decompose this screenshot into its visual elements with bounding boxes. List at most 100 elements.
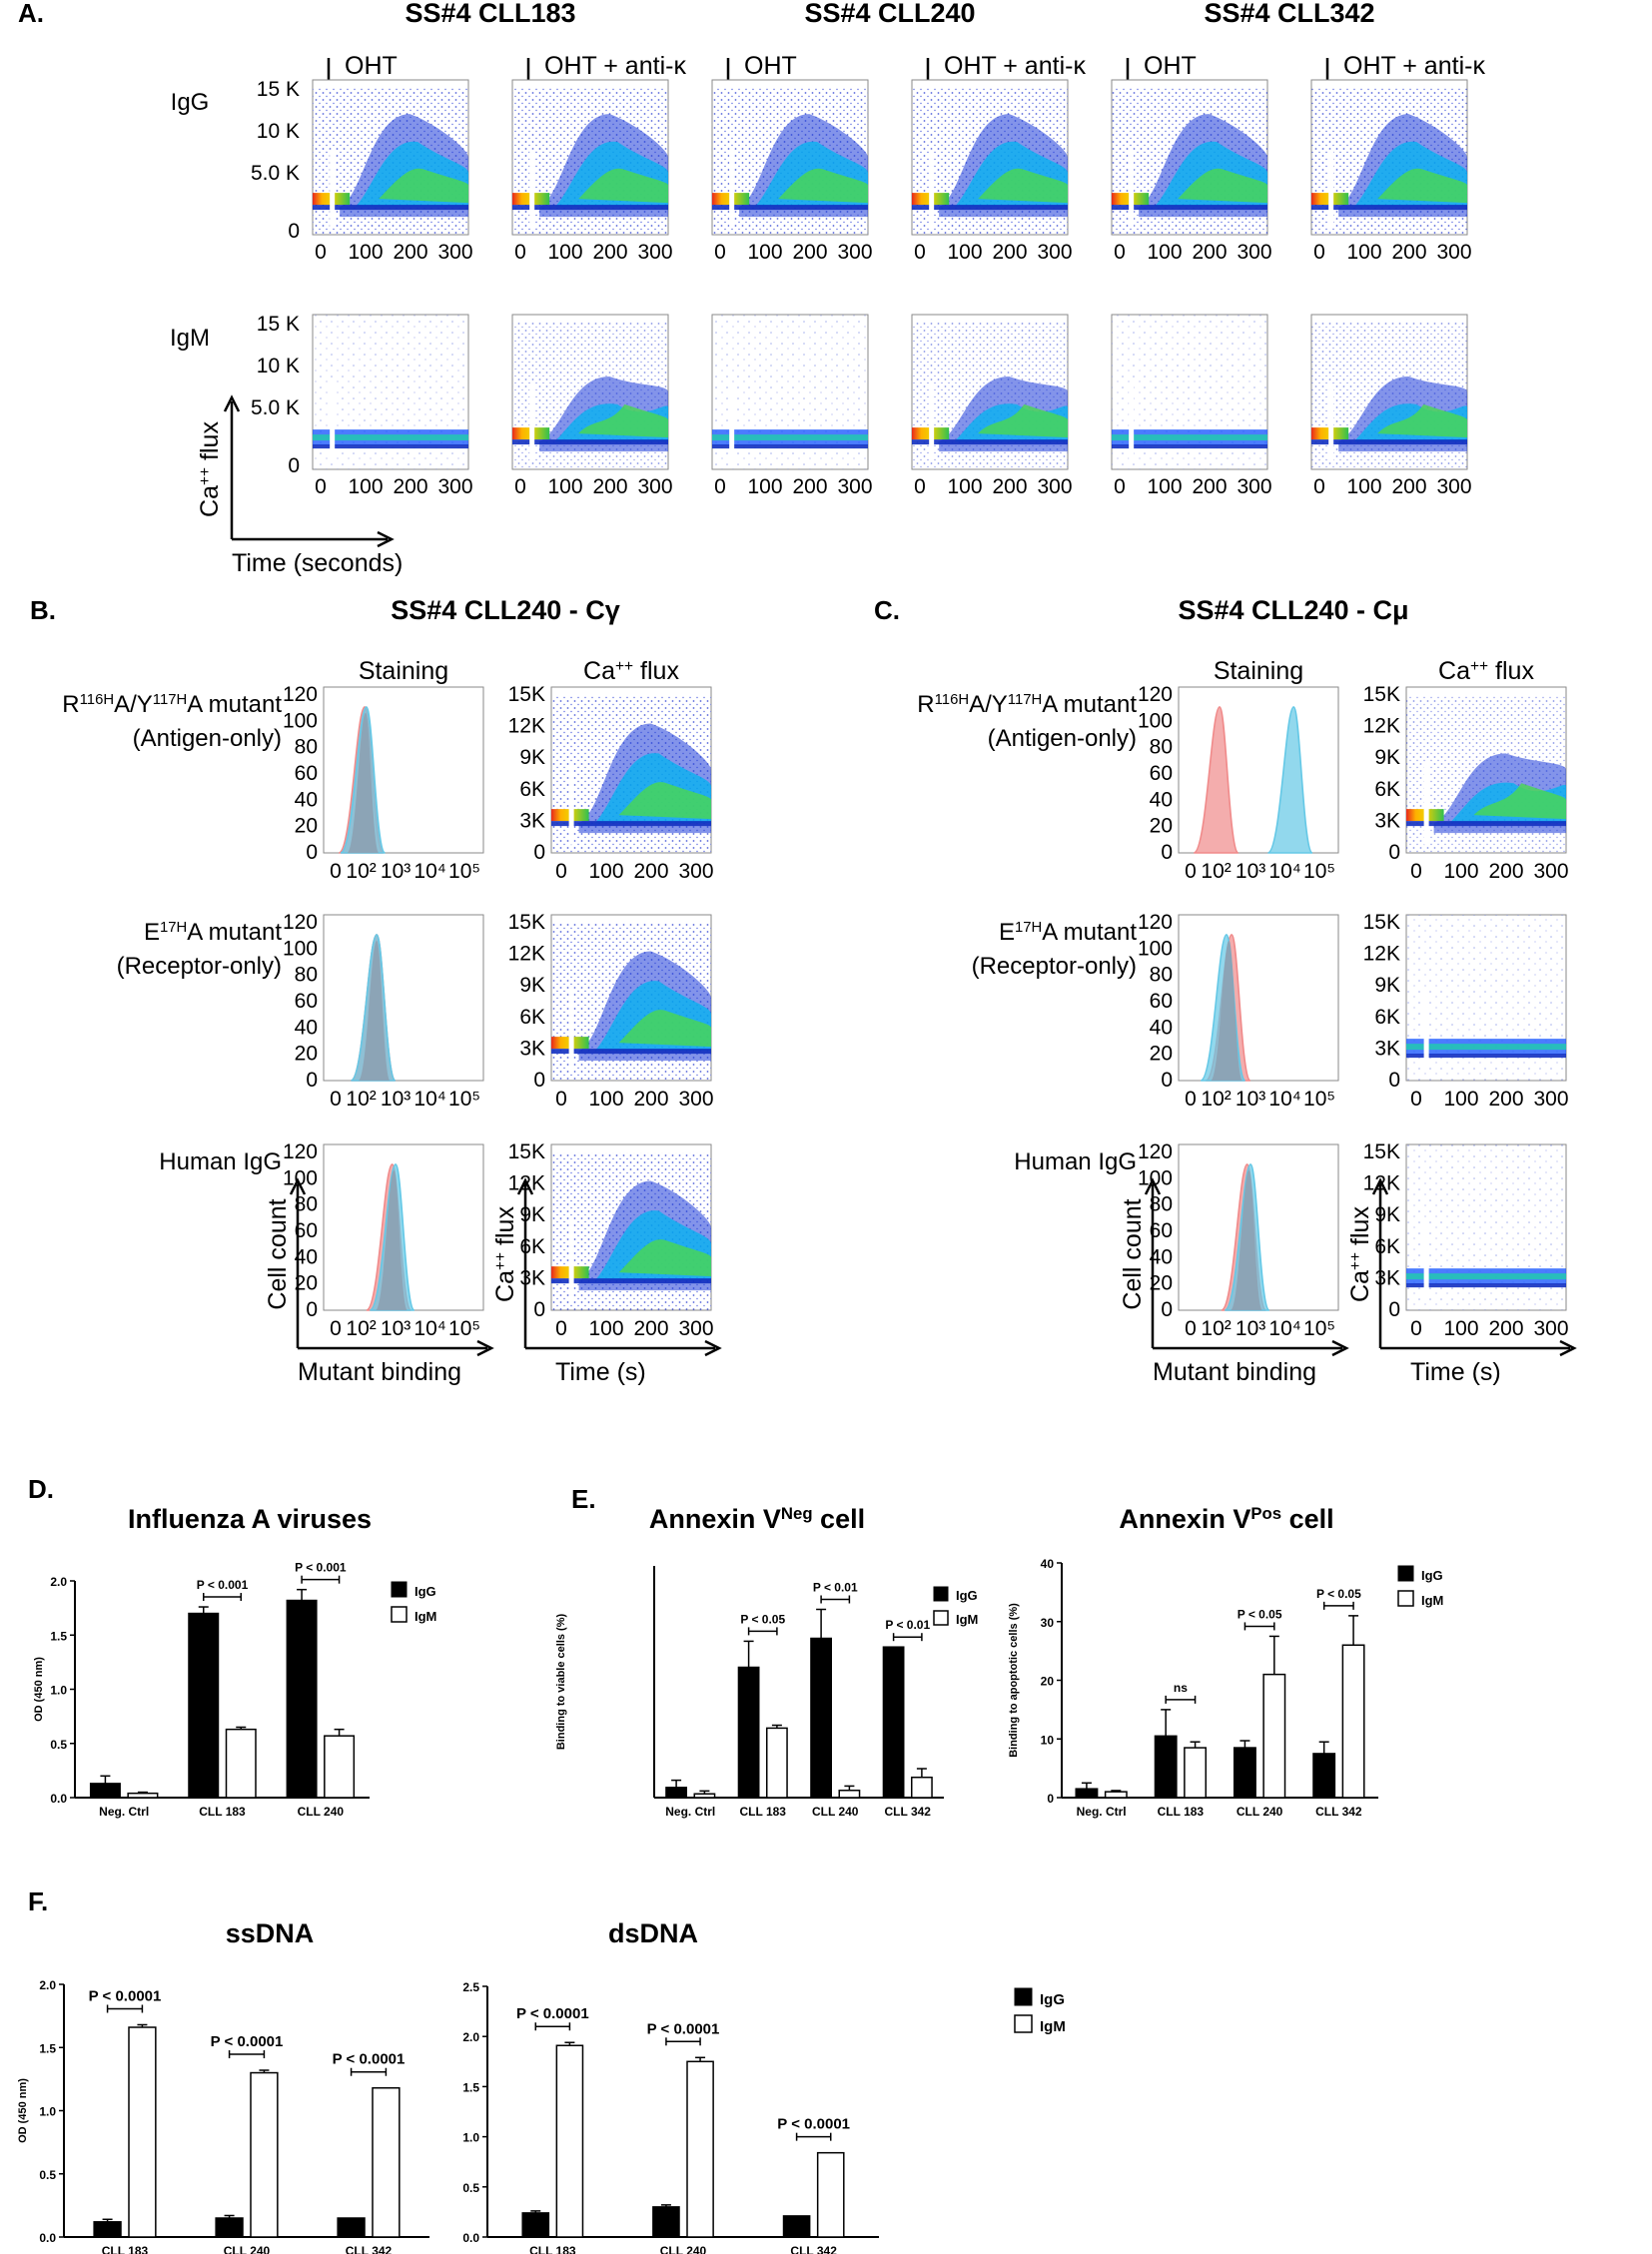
flux-x-tick: 100 bbox=[1443, 1088, 1478, 1111]
bar-igg bbox=[1312, 1753, 1336, 1799]
x-tick: 100 bbox=[348, 475, 383, 498]
chart-F2: 0.0 0.5 1.0 1.5 2.0 2.5 dsDNA CLL 183 P < 0.0001… bbox=[462, 1918, 1066, 2254]
flux-x-tick: 0 bbox=[1410, 1317, 1422, 1340]
panelB-staining-hist-2-overlap-histogram bbox=[376, 1169, 408, 1310]
hist-y-tick: 80 bbox=[1150, 736, 1173, 759]
hist-x-tick: 0 bbox=[330, 860, 342, 883]
bar-igg bbox=[652, 2206, 680, 2238]
flux-x-tick: 300 bbox=[678, 1317, 713, 1340]
x-tick: 300 bbox=[1237, 241, 1271, 264]
row-label: R116HA/Y117HA mutant bbox=[917, 691, 1137, 718]
stimulus-label: OHT + anti-κ bbox=[944, 52, 1086, 80]
flux-y-tick: 0 bbox=[533, 841, 545, 864]
bar-igm bbox=[1184, 1747, 1208, 1799]
panelB-flux-plot-0-floor bbox=[551, 821, 711, 827]
ca-flux-plot-igm-5-cloud-hot bbox=[1377, 403, 1467, 438]
ca-flux-plot-igg-2-injection-gap bbox=[729, 149, 735, 228]
flux-y-tick: 9K bbox=[1374, 746, 1400, 769]
ca-flux-plot-igg-2-cloud-hot bbox=[778, 168, 868, 204]
panelB-letter: B. bbox=[30, 595, 56, 625]
panelC-flux-plot-1-injection-gap bbox=[1423, 989, 1429, 1073]
hist-y-tick: 120 bbox=[283, 1140, 318, 1163]
legend-swatch-igg bbox=[1014, 1987, 1033, 2006]
ca-flux-plot-igg-1-content bbox=[512, 87, 668, 235]
row-sublabel: (Antigen-only) bbox=[133, 725, 282, 752]
chart-E2: 0 10 20 30 40 Annexin VPos cell Binding to apo… bbox=[1008, 1504, 1443, 1820]
y-axis-label-part: ++ bbox=[197, 467, 214, 485]
y-tick-label: 1.0 bbox=[50, 1684, 67, 1698]
ca-flux-plot-igg-4-content bbox=[1112, 87, 1267, 235]
ca-flux-plot-igg-0-injection-gap bbox=[330, 149, 336, 228]
y-tick: 15 K bbox=[257, 78, 300, 101]
y-axis-label: Binding to viable cells (%) bbox=[555, 1614, 567, 1751]
flux-x-tick: 100 bbox=[588, 860, 623, 883]
ca-flux-plot-igm-4-baseline-core bbox=[1112, 434, 1267, 441]
panel-a-letter: A. bbox=[18, 0, 44, 28]
flux-y-tick: 3K bbox=[519, 809, 545, 832]
x-tick: 200 bbox=[792, 475, 827, 498]
hist-y-tick: 60 bbox=[1150, 762, 1173, 785]
hist-y-tick: 40 bbox=[295, 1245, 318, 1268]
ca-flux-plot-igm-0-content bbox=[313, 315, 468, 469]
chart-title: ssDNA bbox=[226, 1918, 315, 1948]
panelC-flux-plot-0-floor bbox=[1406, 821, 1566, 827]
x-tick: 300 bbox=[837, 241, 872, 264]
bar-igm bbox=[128, 2026, 157, 2238]
row-label-part: Human IgG bbox=[159, 1148, 282, 1175]
y-axis-arrow-head bbox=[1144, 1177, 1162, 1195]
ca-flux-plot-igg-3-injection-gap bbox=[929, 149, 935, 228]
chart-title-part: Neg bbox=[781, 1504, 813, 1523]
y-tick-label: 30 bbox=[1041, 1616, 1055, 1630]
p-value-label: P < 0.001 bbox=[295, 1561, 347, 1575]
col-title-staining: Staining bbox=[1214, 657, 1303, 685]
y-tick-label: 1.0 bbox=[462, 2131, 479, 2145]
hist-y-tick: 80 bbox=[1150, 1193, 1173, 1216]
category-label: CLL 342 bbox=[790, 2244, 837, 2254]
ca-flux-plot-igg-0-floor bbox=[313, 205, 468, 211]
ca-flux-plot-igm-1-cloud-hot bbox=[578, 403, 668, 438]
x-tick: 100 bbox=[1346, 241, 1381, 264]
ca-flux-plot-igg-5-cloud-hot bbox=[1377, 168, 1467, 204]
flux-x-tick: 0 bbox=[555, 860, 567, 883]
panelB-staining-hist-2 bbox=[323, 1143, 484, 1311]
hist-x-tick: 10² bbox=[1201, 860, 1231, 883]
row-label: Human IgG bbox=[1014, 1148, 1137, 1175]
hist-x-tick: 0 bbox=[330, 1088, 342, 1111]
hist-y-tick: 20 bbox=[295, 815, 318, 838]
panelB-flux-plot-1-injection-gap bbox=[568, 989, 574, 1073]
x-tick: 200 bbox=[393, 475, 427, 498]
panelC-flux-plot-0 bbox=[1405, 686, 1567, 854]
row-label-part: R bbox=[917, 691, 934, 718]
y-tick-label: 0.0 bbox=[462, 2231, 479, 2245]
p-value-label: P < 0.05 bbox=[740, 1612, 785, 1626]
col-title-flux-part: ++ bbox=[615, 658, 633, 675]
ca-flux-plot-igg-3 bbox=[911, 79, 1069, 236]
panelB-flux-plot-1-floor bbox=[551, 1049, 711, 1055]
ca-flux-plot-igg-4 bbox=[1111, 79, 1268, 236]
category-label: CLL 240 bbox=[298, 1805, 345, 1819]
flux-y-tick: 3K bbox=[1374, 1037, 1400, 1060]
bar-igm bbox=[250, 2071, 279, 2238]
row-label-part: A/Y bbox=[969, 691, 1008, 718]
ca-flux-plot-igg-5 bbox=[1310, 79, 1468, 236]
bar-igg bbox=[665, 1787, 688, 1799]
x-tick: 200 bbox=[1192, 475, 1227, 498]
row-label: R116HA/Y117HA mutant bbox=[62, 691, 282, 718]
hist-y-tick: 20 bbox=[1150, 1272, 1173, 1295]
col-title-flux-part: flux bbox=[633, 657, 679, 685]
y-axis-arrow-head bbox=[1371, 1177, 1389, 1195]
p-value-label: P < 0.001 bbox=[197, 1578, 249, 1592]
x-tick: 200 bbox=[592, 475, 627, 498]
legend-label-igg: IgG bbox=[956, 1588, 978, 1603]
row-label-part: E bbox=[144, 919, 160, 946]
y-tick-label: 0.5 bbox=[462, 2181, 479, 2195]
y-tick: 5.0 K bbox=[251, 396, 300, 419]
ca-flux-plot-igg-2 bbox=[711, 79, 869, 236]
y-tick-label: 0.5 bbox=[50, 1738, 67, 1752]
chart-title-part: Annexin V bbox=[649, 1504, 781, 1534]
hist-x-tick: 10³ bbox=[381, 1317, 411, 1340]
chart-title: Annexin VPos cell bbox=[1119, 1504, 1333, 1535]
panelC-letter: C. bbox=[874, 595, 900, 625]
hist-y-tick: 0 bbox=[306, 1298, 318, 1321]
stimulus-label: OHT bbox=[345, 52, 398, 80]
